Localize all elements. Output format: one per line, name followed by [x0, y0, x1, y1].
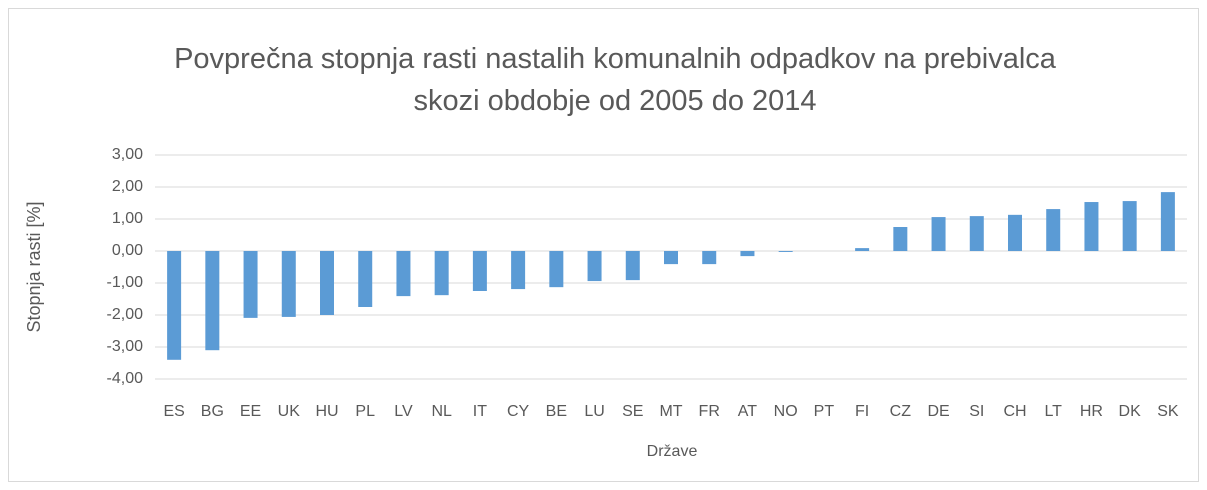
bar [472, 251, 487, 291]
x-tick-label: SK [1157, 403, 1179, 420]
bar [587, 251, 602, 282]
y-axis-label: Stopnja rasti [%] [24, 201, 44, 332]
bar [281, 251, 296, 317]
bar [167, 251, 182, 360]
y-tick-label: 0,00 [112, 242, 143, 259]
bar [243, 251, 258, 318]
x-tick-label: MT [659, 403, 682, 420]
x-tick-label: DE [927, 403, 949, 420]
x-tick-label: PL [355, 403, 375, 420]
bar [1046, 209, 1061, 251]
bar [702, 251, 717, 265]
x-tick-label: LV [394, 403, 413, 420]
x-tick-label: SI [969, 403, 984, 420]
bar [969, 216, 984, 251]
chart-title: Povprečna stopnja rasti nastalih komunal… [174, 43, 1056, 117]
bar [778, 251, 793, 252]
x-tick-label: HR [1080, 403, 1103, 420]
bar [549, 251, 564, 288]
x-axis-label: Države [647, 443, 698, 460]
x-tick-label: LT [1044, 403, 1062, 420]
y-tick-label: 2,00 [112, 178, 143, 195]
bar [1160, 192, 1175, 251]
y-tick-label: 3,00 [112, 146, 143, 163]
bar [1008, 214, 1022, 251]
x-tick-label: UK [278, 403, 301, 420]
bar [893, 227, 908, 251]
bar [625, 251, 640, 281]
x-tick-label: IT [473, 403, 487, 420]
x-tick-label: FR [699, 403, 720, 420]
bar [320, 251, 334, 315]
x-tick-label: SE [622, 403, 643, 420]
y-tick-label: -4,00 [107, 370, 144, 387]
x-tick-label: BG [201, 403, 224, 420]
x-tick-label: EE [240, 403, 261, 420]
x-tick-label: CY [507, 403, 530, 420]
x-tick-label: FI [855, 403, 869, 420]
x-tick-label: AT [738, 403, 757, 420]
y-tick-label: -1,00 [107, 274, 144, 291]
x-tick-label: DK [1119, 403, 1142, 420]
x-tick-label: LU [584, 403, 604, 420]
y-tick-label: -3,00 [107, 338, 144, 355]
bar [434, 251, 449, 296]
x-tick-label: NL [431, 403, 452, 420]
bar [511, 251, 526, 290]
bar [205, 251, 220, 351]
bar [396, 251, 411, 297]
bar [358, 251, 373, 307]
bar [664, 251, 678, 265]
x-tick-label: PT [814, 403, 835, 420]
bar [740, 251, 755, 257]
x-tick-label: HU [315, 403, 338, 420]
chart-border [8, 8, 1199, 482]
bar [1122, 201, 1137, 251]
x-tick-label: BE [546, 403, 567, 420]
x-tick-label: CH [1003, 403, 1026, 420]
y-tick-label: 1,00 [112, 210, 143, 227]
x-tick-label: ES [163, 403, 184, 420]
x-tick-label: CZ [890, 403, 912, 420]
bar [931, 217, 946, 251]
bar [855, 248, 870, 251]
y-tick-label: -2,00 [107, 306, 144, 323]
bar [1084, 202, 1099, 251]
x-tick-label: NO [774, 403, 798, 420]
